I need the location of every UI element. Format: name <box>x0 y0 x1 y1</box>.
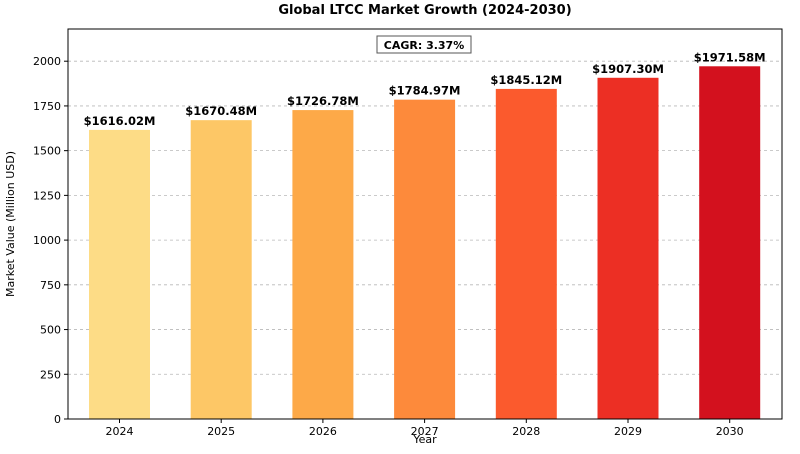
data-label-2030: $1971.58M <box>694 50 766 64</box>
bar-2028 <box>495 88 557 419</box>
data-label-2029: $1907.30M <box>592 62 664 76</box>
x-tick-label-2030: 2030 <box>716 425 744 438</box>
bar-2027 <box>394 99 456 419</box>
y-tick-label: 1250 <box>33 189 61 202</box>
y-tick-label: 750 <box>40 279 61 292</box>
bar-2030 <box>699 66 761 420</box>
x-tick-label-2026: 2026 <box>309 425 337 438</box>
x-tick-label-2029: 2029 <box>614 425 642 438</box>
y-tick-label: 250 <box>40 368 61 381</box>
bar-2029 <box>597 77 659 420</box>
data-label-2028: $1845.12M <box>490 73 562 87</box>
data-label-2025: $1670.48M <box>185 104 257 118</box>
x-tick-label-2024: 2024 <box>106 425 134 438</box>
cagr-box-frame <box>376 35 472 54</box>
y-tick-label: 1000 <box>33 234 61 247</box>
x-tick-label-2025: 2025 <box>207 425 235 438</box>
y-axis-ticks: 0 250 500 750 1000 1250 1500 1750 2000 <box>33 55 68 426</box>
x-tick-label-2027: 2027 <box>411 425 439 438</box>
y-tick-label: 2000 <box>33 55 61 68</box>
chart-title: Global LTCC Market Growth (2024-2030) <box>278 3 571 18</box>
y-tick-label: 0 <box>54 413 61 426</box>
cagr-text: CAGR: 3.37% <box>384 39 464 52</box>
data-label-2026: $1726.78M <box>287 94 359 108</box>
bar-2025 <box>190 120 252 420</box>
bar-2024 <box>89 129 150 419</box>
y-tick-label: 1750 <box>33 100 61 113</box>
x-axis-label: Year <box>412 433 437 446</box>
data-labels: $1616.02M $1670.48M $1726.78M $1784.97M $184… <box>84 50 766 128</box>
y-tick-label: 1500 <box>33 145 61 158</box>
bars <box>89 66 761 420</box>
y-axis-label: Market Value (Million USD) <box>4 151 17 297</box>
x-axis-ticks: 2024 2025 2026 2027 2028 2029 2030 <box>106 419 744 438</box>
data-label-2024: $1616.02M <box>84 114 156 128</box>
bar-2026 <box>292 110 354 420</box>
data-label-2027: $1784.97M <box>389 84 461 98</box>
x-tick-label-2028: 2028 <box>512 425 540 438</box>
y-tick-label: 500 <box>40 324 61 337</box>
cagr-annotation: CAGR: 3.37% <box>376 35 472 54</box>
